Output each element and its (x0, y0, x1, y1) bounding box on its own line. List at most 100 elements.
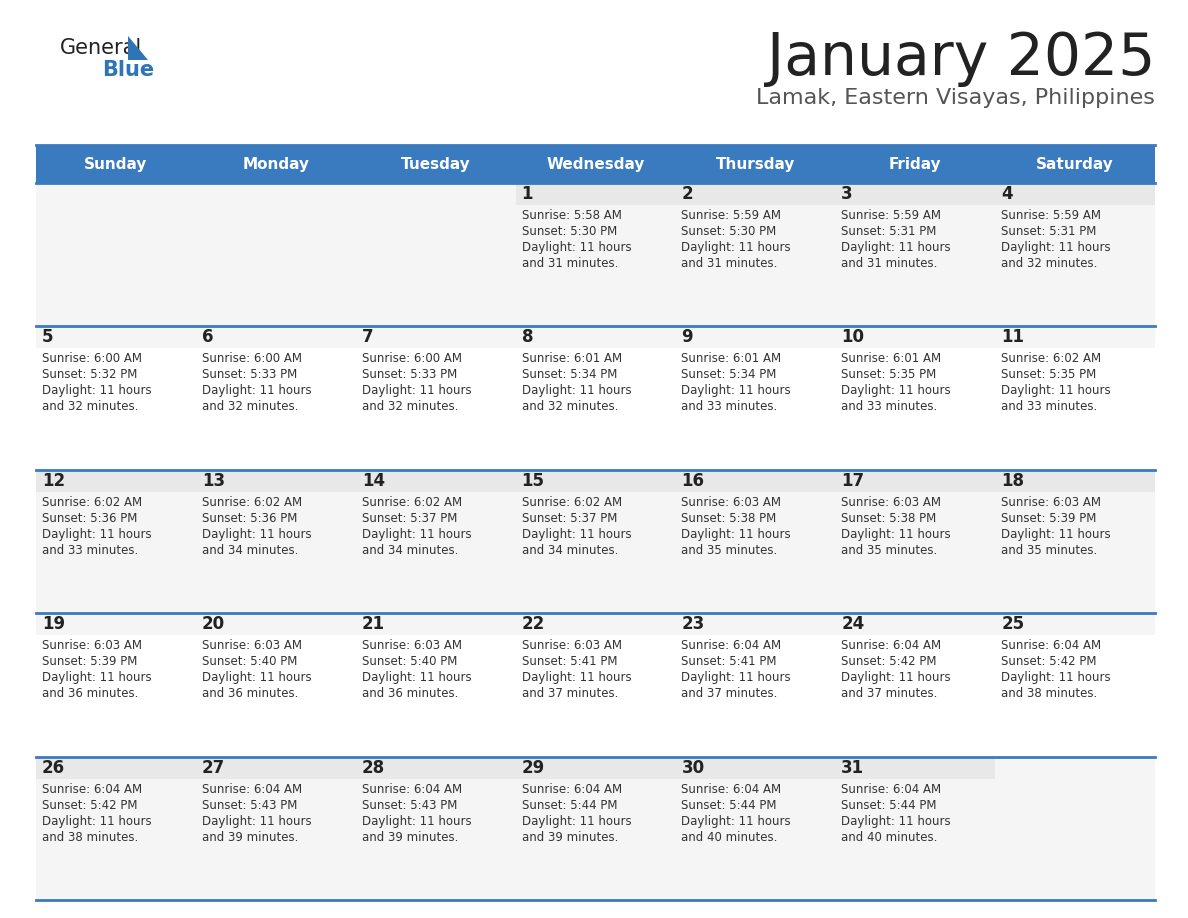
Bar (355, 613, 516, 635)
Bar (36, 145, 196, 183)
Bar (196, 145, 355, 183)
Text: Sunrise: 6:02 AM: Sunrise: 6:02 AM (361, 496, 462, 509)
Text: Sunset: 5:36 PM: Sunset: 5:36 PM (202, 512, 297, 525)
Text: and 38 minutes.: and 38 minutes. (42, 831, 138, 844)
Text: Sunset: 5:33 PM: Sunset: 5:33 PM (361, 368, 457, 381)
Text: Sunrise: 6:04 AM: Sunrise: 6:04 AM (1001, 639, 1101, 652)
Text: Daylight: 11 hours: Daylight: 11 hours (361, 671, 472, 684)
Text: 1: 1 (522, 185, 533, 203)
Text: 10: 10 (841, 329, 865, 346)
Text: Sunset: 5:44 PM: Sunset: 5:44 PM (522, 799, 617, 812)
Bar (196, 470, 355, 492)
Text: 4: 4 (1001, 185, 1012, 203)
Bar (36, 756, 196, 778)
Text: Daylight: 11 hours: Daylight: 11 hours (1001, 241, 1111, 254)
Text: and 33 minutes.: and 33 minutes. (682, 400, 778, 413)
Text: January 2025: January 2025 (766, 30, 1155, 87)
Text: Daylight: 11 hours: Daylight: 11 hours (42, 814, 152, 828)
Text: 12: 12 (42, 472, 65, 490)
Text: 28: 28 (361, 758, 385, 777)
Text: and 40 minutes.: and 40 minutes. (841, 831, 937, 844)
Text: Sunrise: 5:59 AM: Sunrise: 5:59 AM (841, 209, 941, 222)
Bar (676, 613, 835, 635)
Text: 25: 25 (1001, 615, 1024, 633)
Text: Sunset: 5:34 PM: Sunset: 5:34 PM (682, 368, 777, 381)
Bar (36, 327, 196, 349)
Text: Sunrise: 6:01 AM: Sunrise: 6:01 AM (682, 353, 782, 365)
Text: Sunset: 5:31 PM: Sunset: 5:31 PM (1001, 225, 1097, 238)
Text: Sunday: Sunday (84, 156, 147, 172)
Text: 8: 8 (522, 329, 533, 346)
Bar (516, 470, 676, 492)
Text: and 37 minutes.: and 37 minutes. (841, 688, 937, 700)
Text: Daylight: 11 hours: Daylight: 11 hours (361, 385, 472, 397)
Text: 30: 30 (682, 758, 704, 777)
Text: Sunrise: 6:04 AM: Sunrise: 6:04 AM (42, 783, 143, 796)
Text: and 35 minutes.: and 35 minutes. (1001, 543, 1098, 557)
Text: Sunset: 5:39 PM: Sunset: 5:39 PM (1001, 512, 1097, 525)
Text: and 40 minutes.: and 40 minutes. (682, 831, 778, 844)
Bar (676, 756, 835, 778)
Text: 27: 27 (202, 758, 225, 777)
Text: Sunrise: 6:04 AM: Sunrise: 6:04 AM (841, 639, 941, 652)
Text: 11: 11 (1001, 329, 1024, 346)
Text: Sunset: 5:31 PM: Sunset: 5:31 PM (841, 225, 936, 238)
Text: Sunrise: 6:03 AM: Sunrise: 6:03 AM (361, 639, 462, 652)
Text: Sunrise: 5:59 AM: Sunrise: 5:59 AM (1001, 209, 1101, 222)
Text: and 32 minutes.: and 32 minutes. (1001, 257, 1098, 270)
Text: Daylight: 11 hours: Daylight: 11 hours (682, 241, 791, 254)
Text: Sunrise: 6:00 AM: Sunrise: 6:00 AM (202, 353, 302, 365)
Text: and 34 minutes.: and 34 minutes. (202, 543, 298, 557)
Text: Sunrise: 6:03 AM: Sunrise: 6:03 AM (841, 496, 941, 509)
Text: Sunset: 5:39 PM: Sunset: 5:39 PM (42, 655, 138, 668)
Text: and 32 minutes.: and 32 minutes. (361, 400, 459, 413)
Bar (36, 183, 1155, 327)
Bar (996, 470, 1155, 492)
Text: Sunrise: 5:59 AM: Sunrise: 5:59 AM (682, 209, 782, 222)
Text: Daylight: 11 hours: Daylight: 11 hours (682, 671, 791, 684)
Text: Sunset: 5:44 PM: Sunset: 5:44 PM (682, 799, 777, 812)
Text: and 36 minutes.: and 36 minutes. (361, 688, 459, 700)
Text: Sunset: 5:40 PM: Sunset: 5:40 PM (361, 655, 457, 668)
Text: Daylight: 11 hours: Daylight: 11 hours (841, 385, 950, 397)
Text: Sunset: 5:30 PM: Sunset: 5:30 PM (522, 225, 617, 238)
Text: Sunset: 5:40 PM: Sunset: 5:40 PM (202, 655, 297, 668)
Text: Sunset: 5:38 PM: Sunset: 5:38 PM (682, 512, 777, 525)
Text: Friday: Friday (889, 156, 942, 172)
Text: Daylight: 11 hours: Daylight: 11 hours (682, 814, 791, 828)
Text: Sunset: 5:41 PM: Sunset: 5:41 PM (682, 655, 777, 668)
Bar (676, 183, 835, 205)
Text: Sunrise: 6:04 AM: Sunrise: 6:04 AM (682, 783, 782, 796)
Bar (36, 470, 196, 492)
Text: and 32 minutes.: and 32 minutes. (522, 400, 618, 413)
Text: and 36 minutes.: and 36 minutes. (202, 688, 298, 700)
Text: 5: 5 (42, 329, 53, 346)
Bar (516, 183, 676, 205)
Text: and 34 minutes.: and 34 minutes. (361, 543, 459, 557)
Text: Monday: Monday (242, 156, 309, 172)
Text: Daylight: 11 hours: Daylight: 11 hours (1001, 671, 1111, 684)
Bar (516, 613, 676, 635)
Text: Daylight: 11 hours: Daylight: 11 hours (841, 814, 950, 828)
Bar (996, 327, 1155, 349)
Text: Daylight: 11 hours: Daylight: 11 hours (202, 814, 311, 828)
Bar (835, 145, 996, 183)
Text: Daylight: 11 hours: Daylight: 11 hours (682, 385, 791, 397)
Text: and 31 minutes.: and 31 minutes. (682, 257, 778, 270)
Text: Sunrise: 6:04 AM: Sunrise: 6:04 AM (202, 783, 302, 796)
Bar (36, 756, 1155, 900)
Bar (355, 327, 516, 349)
Text: 26: 26 (42, 758, 65, 777)
Text: Sunset: 5:41 PM: Sunset: 5:41 PM (522, 655, 617, 668)
Text: General: General (61, 38, 143, 58)
Bar (516, 145, 676, 183)
Text: Sunset: 5:43 PM: Sunset: 5:43 PM (361, 799, 457, 812)
Text: Sunset: 5:35 PM: Sunset: 5:35 PM (1001, 368, 1097, 381)
Text: Daylight: 11 hours: Daylight: 11 hours (42, 671, 152, 684)
Text: Sunset: 5:37 PM: Sunset: 5:37 PM (522, 512, 617, 525)
Bar (835, 327, 996, 349)
Bar (676, 145, 835, 183)
Text: Daylight: 11 hours: Daylight: 11 hours (42, 385, 152, 397)
Text: Sunrise: 6:00 AM: Sunrise: 6:00 AM (361, 353, 462, 365)
Text: 9: 9 (682, 329, 693, 346)
